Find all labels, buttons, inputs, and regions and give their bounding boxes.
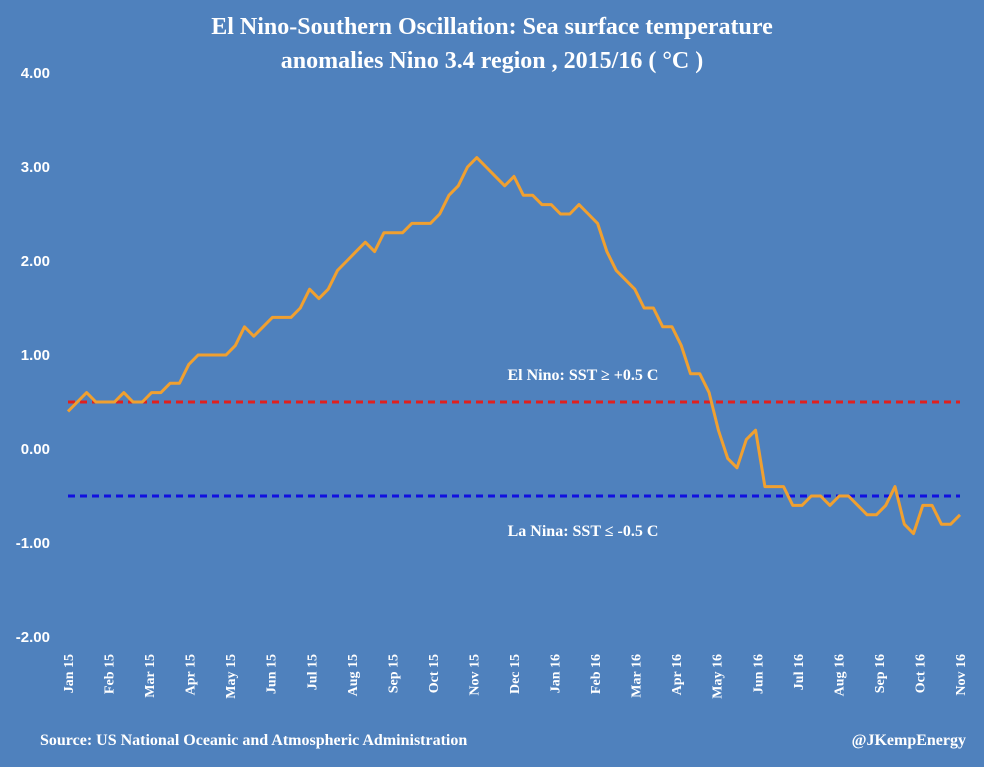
x-tick-label: Oct 15 — [427, 654, 442, 693]
y-tick-label: 0.00 — [21, 441, 50, 458]
x-tick-label: Jul 16 — [792, 654, 807, 690]
x-tick-label: Nov 15 — [467, 654, 482, 696]
source-note: Source: US National Oceanic and Atmosphe… — [40, 732, 467, 749]
y-axis-ticks: 4.00 3.00 2.00 1.00 0.00 -1.00 -2.00 — [16, 65, 50, 646]
y-tick-label: 2.00 — [21, 253, 50, 270]
x-tick-label: Mar 16 — [630, 654, 645, 698]
x-tick-label: Nov 16 — [954, 654, 969, 696]
chart-title-line-1: El Nino-Southern Oscillation: Sea surfac… — [211, 14, 773, 40]
x-tick-label: Oct 16 — [913, 654, 928, 693]
x-tick-label: Jun 15 — [265, 654, 280, 694]
y-tick-label: -1.00 — [16, 535, 50, 552]
x-tick-label: Feb 16 — [589, 654, 604, 694]
x-tick-label: Sep 15 — [386, 654, 401, 693]
x-tick-label: Mar 15 — [143, 654, 158, 698]
x-tick-label: Aug 16 — [832, 654, 847, 696]
x-tick-label: Apr 15 — [184, 654, 199, 695]
x-tick-label: Jan 15 — [62, 654, 77, 693]
author-handle: @JKempEnergy — [852, 732, 966, 749]
x-tick-label: Jun 16 — [751, 654, 766, 694]
x-tick-label: May 15 — [224, 654, 239, 699]
x-tick-label: Sep 16 — [873, 654, 888, 693]
x-tick-label: Dec 15 — [508, 654, 523, 694]
reference-line-label: El Nino: SST ≥ +0.5 C — [508, 367, 659, 384]
x-axis-ticks: Jan 15 Feb 15 Mar 15 Apr 15 May 15 Jun 15 Jul … — [62, 654, 969, 699]
x-tick-label: Apr 16 — [670, 654, 685, 695]
y-tick-label: 1.00 — [21, 347, 50, 364]
reference-line-label: La Nina: SST ≤ -0.5 C — [508, 523, 659, 540]
x-tick-label: Jul 15 — [305, 654, 320, 690]
y-tick-label: 4.00 — [21, 65, 50, 82]
x-tick-label: Jan 16 — [549, 654, 564, 693]
x-tick-label: Feb 15 — [103, 654, 118, 694]
reference-lines: El Nino: SST ≥ +0.5 C La Nina: SST ≤ -0.5… — [68, 367, 960, 540]
y-tick-label: -2.00 — [16, 629, 50, 646]
series-line — [66, 156, 962, 536]
chart-title-line-2: anomalies Nino 3.4 region , 2015/16 ( °C… — [281, 48, 703, 74]
series-group — [66, 156, 962, 536]
x-tick-label: Aug 15 — [346, 654, 361, 696]
y-tick-label: 3.00 — [21, 159, 50, 176]
x-tick-label: May 16 — [711, 654, 726, 699]
